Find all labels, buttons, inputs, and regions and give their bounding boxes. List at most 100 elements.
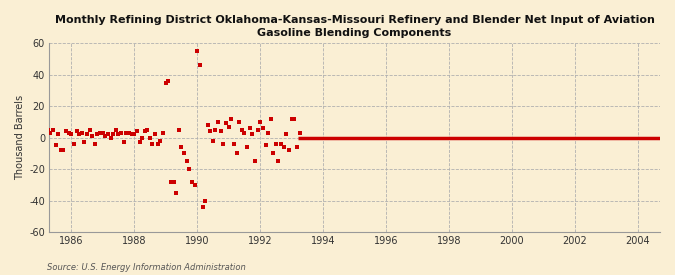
Point [103, 132, 113, 137]
Point [92, 132, 103, 137]
Point [118, 140, 129, 145]
Point [87, 134, 98, 138]
Point [294, 131, 305, 135]
Point [115, 131, 126, 135]
Point [257, 126, 268, 130]
Point [100, 134, 111, 138]
Point [207, 139, 218, 143]
Point [108, 132, 119, 137]
Point [165, 180, 176, 184]
Point [111, 128, 122, 132]
Point [79, 140, 90, 145]
Point [200, 198, 211, 203]
Point [121, 131, 132, 135]
Point [76, 131, 87, 135]
Point [66, 132, 77, 137]
Point [129, 132, 140, 137]
Point [221, 121, 232, 126]
Point [160, 80, 171, 85]
Point [254, 120, 265, 124]
Point [182, 159, 192, 163]
Point [276, 142, 287, 146]
Point [210, 128, 221, 132]
Point [139, 129, 150, 134]
Point [218, 142, 229, 146]
Point [239, 131, 250, 135]
Point [213, 120, 223, 124]
Point [179, 151, 190, 156]
Point [284, 148, 294, 152]
Point [105, 135, 116, 140]
Point [134, 140, 145, 145]
Point [63, 131, 74, 135]
Point [97, 131, 108, 135]
Point [215, 129, 226, 134]
Point [55, 148, 66, 152]
Point [153, 142, 163, 146]
Point [194, 63, 205, 67]
Point [95, 131, 105, 135]
Point [74, 132, 84, 137]
Point [90, 142, 101, 146]
Point [281, 132, 292, 137]
Y-axis label: Thousand Barrels: Thousand Barrels [15, 95, 25, 180]
Point [231, 151, 242, 156]
Point [171, 191, 182, 195]
Point [205, 129, 216, 134]
Point [84, 128, 95, 132]
Point [40, 148, 51, 152]
Point [273, 159, 284, 163]
Point [168, 180, 179, 184]
Point [155, 139, 166, 143]
Point [53, 132, 63, 137]
Point [265, 117, 276, 121]
Point [197, 205, 208, 209]
Point [186, 180, 197, 184]
Point [136, 135, 147, 140]
Point [260, 143, 271, 148]
Point [252, 128, 263, 132]
Point [271, 142, 281, 146]
Point [289, 117, 300, 121]
Point [234, 120, 244, 124]
Point [176, 145, 187, 149]
Point [292, 145, 302, 149]
Point [58, 148, 69, 152]
Point [147, 142, 158, 146]
Point [43, 128, 53, 132]
Point [249, 159, 260, 163]
Point [45, 131, 55, 135]
Point [278, 145, 289, 149]
Point [47, 128, 58, 132]
Point [158, 131, 169, 135]
Point [184, 167, 194, 171]
Point [150, 132, 161, 137]
Point [202, 123, 213, 127]
Point [124, 131, 134, 135]
Point [144, 135, 155, 140]
Point [225, 117, 236, 121]
Point [247, 132, 258, 137]
Point [263, 131, 273, 135]
Point [286, 117, 297, 121]
Point [142, 128, 153, 132]
Point [242, 145, 252, 149]
Point [68, 142, 79, 146]
Point [229, 142, 240, 146]
Point [50, 143, 61, 148]
Text: Source: U.S. Energy Information Administration: Source: U.S. Energy Information Administ… [47, 263, 246, 272]
Point [126, 132, 137, 137]
Point [192, 49, 202, 53]
Point [189, 183, 200, 187]
Point [61, 129, 72, 134]
Point [223, 124, 234, 129]
Point [173, 128, 184, 132]
Point [163, 79, 173, 83]
Point [268, 151, 279, 156]
Title: Monthly Refining District Oklahoma-Kansas-Missouri Refinery and Blender Net Inpu: Monthly Refining District Oklahoma-Kansa… [55, 15, 655, 38]
Point [113, 132, 124, 137]
Point [82, 132, 92, 137]
Point [71, 129, 82, 134]
Point [132, 129, 142, 134]
Point [37, 124, 48, 129]
